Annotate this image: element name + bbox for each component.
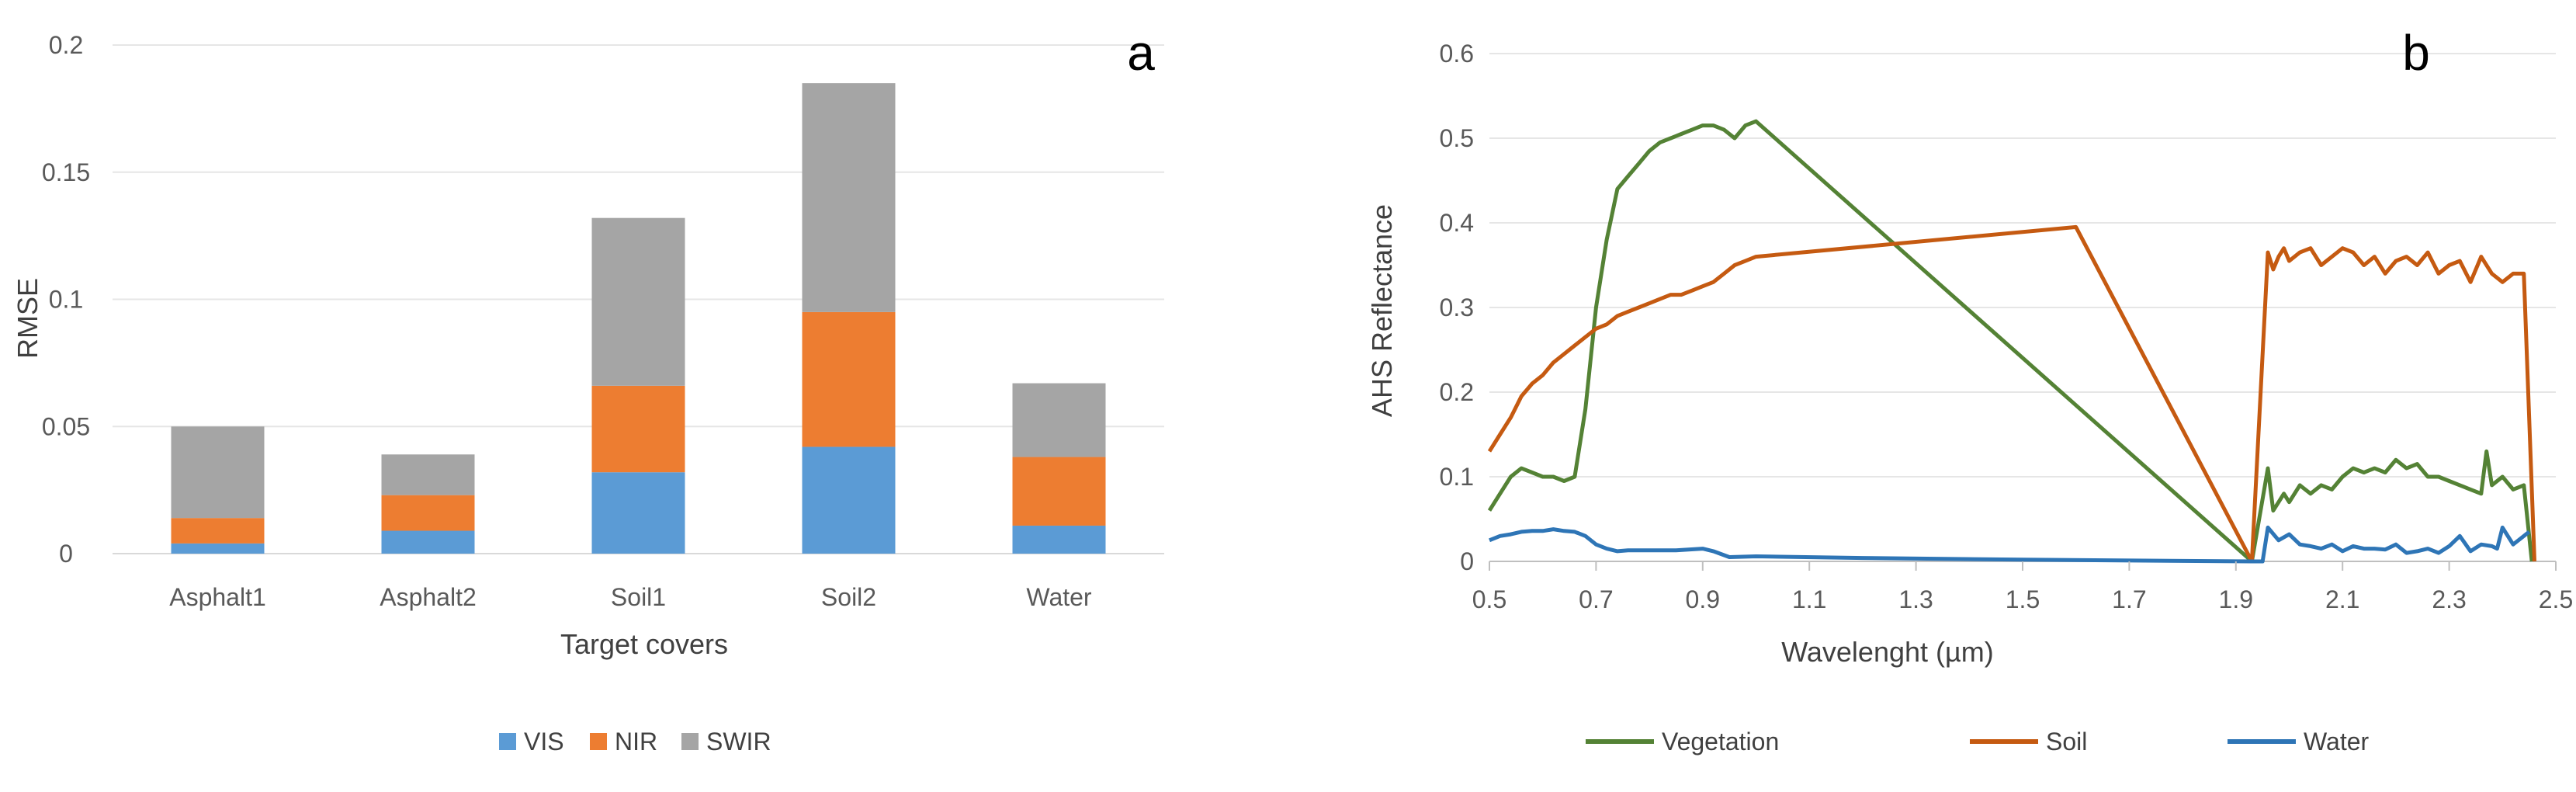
bar-soil1-vis	[591, 472, 685, 554]
series-line-vegetation	[1487, 119, 2534, 564]
b-y-tick-label: 0.1	[1440, 463, 1474, 491]
b-x-axis-label: Wavelenght (µm)	[1781, 636, 1993, 668]
b-y-tick-label: 0.4	[1440, 209, 1474, 237]
series-line-soil	[1487, 224, 2536, 564]
b-x-tick-label: 2.1	[2325, 585, 2359, 613]
a-legend-swatch-nir	[590, 733, 607, 750]
bar-water-vis	[1012, 525, 1106, 554]
panel-b-line-chart: 0 0.1 0.2 0.3 0.4 0.5 0.6 0.5 0.7 0.9 1.1 1.3 1.5 1.…	[1366, 25, 2573, 756]
a-legend-swatch-swir	[681, 733, 699, 750]
b-y-tick-label: 0.5	[1440, 124, 1474, 152]
a-x-tick-label: Asphalt1	[169, 583, 266, 611]
bar-asphalt1-swir	[171, 426, 265, 519]
b-y-tick-label: 0.6	[1440, 40, 1474, 68]
b-x-tick-label: 0.7	[1579, 585, 1613, 613]
a-y-tick-label: 0.15	[42, 158, 90, 186]
a-y-axis-label: RMSE	[12, 278, 43, 359]
a-x-tick-label: Soil2	[821, 583, 876, 611]
b-x-tick-label: 1.7	[2112, 585, 2146, 613]
a-y-tick-label: 0.2	[49, 31, 83, 59]
b-legend-label-vegetation: Vegetation	[1662, 728, 1779, 756]
bar-water-nir	[1012, 457, 1106, 526]
a-bars	[171, 83, 1106, 554]
a-y-tick-labels: 0 0.05 0.1 0.15 0.2	[42, 31, 90, 568]
a-y-tick-label: 0.05	[42, 412, 90, 440]
b-legend-label-soil: Soil	[2046, 728, 2087, 756]
bar-soil2-nir	[802, 311, 896, 447]
b-y-tick-label: 0.3	[1440, 294, 1474, 321]
b-x-tick-label: 1.3	[1898, 585, 1933, 613]
bar-soil2-swir	[802, 83, 896, 312]
b-x-tick-label: 1.9	[2219, 585, 2253, 613]
a-x-tick-label: Water	[1026, 583, 1092, 611]
b-y-axis-label: AHS Reflectance	[1366, 204, 1398, 417]
b-legend-label-water: Water	[2304, 728, 2370, 756]
a-x-tick-labels: Asphalt1 Asphalt2 Soil1 Soil2 Water	[169, 583, 1092, 611]
panel-a-bar-chart: 0 0.05 0.1 0.15 0.2 Asphalt1 Asphalt2 Soil1 Soi…	[12, 25, 1164, 756]
panel-a-label: a	[1127, 25, 1155, 81]
a-legend: VIS NIR SWIR	[499, 728, 771, 756]
a-legend-label-swir: SWIR	[706, 728, 771, 756]
b-x-tick-label: 0.5	[1472, 585, 1506, 613]
a-legend-label-vis: VIS	[524, 728, 564, 756]
series-line-water	[1489, 525, 2531, 564]
a-x-tick-label: Asphalt2	[380, 583, 477, 611]
b-y-tick-labels: 0 0.1 0.2 0.3 0.4 0.5 0.6	[1440, 40, 1474, 575]
b-x-tick-label: 1.1	[1792, 585, 1826, 613]
b-y-tick-label: 0	[1460, 547, 1474, 575]
panel-b-label: b	[2402, 25, 2430, 81]
b-y-tick-label: 0.2	[1440, 378, 1474, 406]
b-x-tick-label: 1.5	[2006, 585, 2040, 613]
bar-asphalt2-vis	[381, 530, 475, 554]
b-gridlines	[1489, 53, 2556, 562]
b-x-tick-labels: 0.5 0.7 0.9 1.1 1.3 1.5 1.7 1.9 2.1 2.3 2.5	[1472, 561, 2573, 613]
a-legend-swatch-vis	[499, 733, 516, 750]
bar-asphalt1-nir	[171, 518, 265, 544]
bar-water-swir	[1012, 383, 1106, 457]
bar-asphalt2-nir	[381, 495, 475, 531]
bar-soil2-vis	[802, 446, 896, 554]
b-x-tick-label: 0.9	[1686, 585, 1720, 613]
bar-soil1-swir	[591, 217, 685, 386]
bar-asphalt2-swir	[381, 454, 475, 495]
b-legend: Vegetation Soil Water	[1586, 728, 2370, 756]
a-x-axis-label: Target covers	[560, 628, 728, 660]
bar-asphalt1-vis	[171, 543, 265, 554]
a-x-tick-label: Soil1	[611, 583, 666, 611]
a-y-tick-label: 0.1	[49, 286, 83, 314]
b-x-tick-label: 2.5	[2539, 585, 2573, 613]
a-legend-label-nir: NIR	[615, 728, 657, 756]
b-x-tick-label: 2.3	[2432, 585, 2466, 613]
bar-soil1-nir	[591, 385, 685, 473]
a-y-tick-label: 0	[59, 540, 73, 568]
b-series-lines	[1487, 119, 2536, 564]
